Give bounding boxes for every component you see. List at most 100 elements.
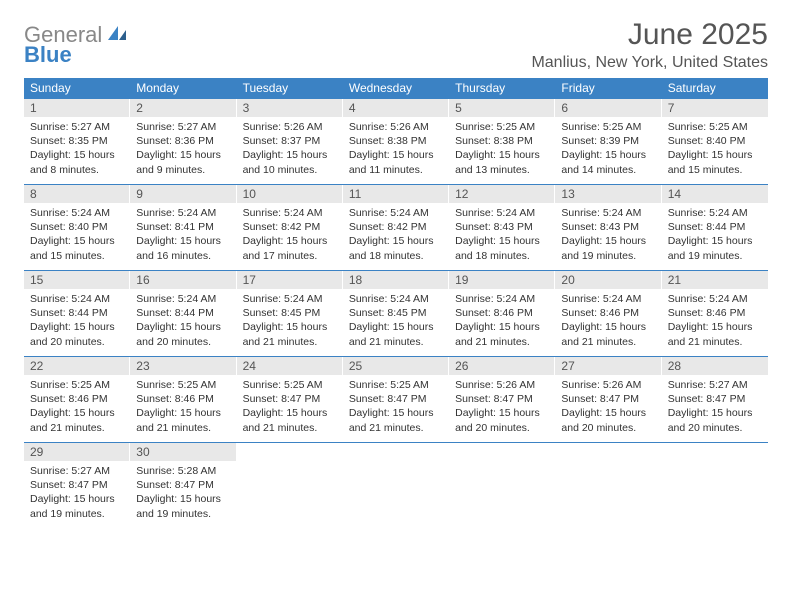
- sunset-text: Sunset: 8:47 PM: [136, 478, 230, 492]
- sunset-text: Sunset: 8:46 PM: [561, 306, 655, 320]
- sunset-text: Sunset: 8:45 PM: [349, 306, 443, 320]
- daylight-text: Daylight: 15 hours and 21 minutes.: [561, 320, 655, 348]
- sunset-text: Sunset: 8:46 PM: [455, 306, 549, 320]
- day-header-sat: Saturday: [662, 78, 768, 99]
- calendar-cell: 11 Sunrise: 5:24 AMSunset: 8:42 PMDayligh…: [343, 185, 449, 271]
- day-number: 6: [555, 99, 661, 117]
- day-number: 30: [130, 443, 236, 461]
- sunrise-text: Sunrise: 5:26 AM: [455, 378, 549, 392]
- daylight-text: Daylight: 15 hours and 15 minutes.: [668, 148, 762, 176]
- day-details: Sunrise: 5:24 AMSunset: 8:46 PMDaylight:…: [662, 289, 768, 355]
- day-details: Sunrise: 5:25 AMSunset: 8:46 PMDaylight:…: [24, 375, 130, 441]
- daylight-text: Daylight: 15 hours and 16 minutes.: [136, 234, 230, 262]
- calendar-cell: 8Sunrise: 5:24 AMSunset: 8:40 PMDaylight…: [24, 185, 130, 271]
- sunrise-text: Sunrise: 5:25 AM: [136, 378, 230, 392]
- day-number: 24: [237, 357, 343, 375]
- sunset-text: Sunset: 8:40 PM: [30, 220, 124, 234]
- calendar-cell: 19Sunrise: 5:24 AMSunset: 8:46 PMDayligh…: [449, 271, 555, 357]
- calendar-cell: 12Sunrise: 5:24 AMSunset: 8:43 PMDayligh…: [449, 185, 555, 271]
- day-number: 27: [555, 357, 661, 375]
- day-details: Sunrise: 5:24 AMSunset: 8:43 PMDaylight:…: [449, 203, 555, 269]
- sunrise-text: Sunrise: 5:27 AM: [136, 120, 230, 134]
- day-number: 17: [237, 271, 343, 289]
- daylight-text: Daylight: 15 hours and 21 minutes.: [668, 320, 762, 348]
- day-header-thu: Thursday: [449, 78, 555, 99]
- calendar-cell: 4Sunrise: 5:26 AMSunset: 8:38 PMDaylight…: [343, 99, 449, 185]
- calendar-cell: 28Sunrise: 5:27 AMSunset: 8:47 PMDayligh…: [662, 357, 768, 443]
- sunset-text: Sunset: 8:44 PM: [30, 306, 124, 320]
- calendar-cell: 30 Sunrise: 5:28 AMSunset: 8:47 PMDayligh…: [130, 443, 236, 529]
- day-number: 26: [449, 357, 555, 375]
- day-header-tue: Tuesday: [237, 78, 343, 99]
- sunrise-text: Sunrise: 5:25 AM: [349, 378, 443, 392]
- sunset-text: Sunset: 8:38 PM: [455, 134, 549, 148]
- title-block: June 2025 Manlius, New York, United Stat…: [531, 18, 768, 72]
- sunrise-text: Sunrise: 5:27 AM: [30, 464, 124, 478]
- calendar-cell: [237, 443, 343, 529]
- sunrise-text: Sunrise: 5:27 AM: [30, 120, 124, 134]
- day-number: 7: [662, 99, 768, 117]
- day-details: Sunrise: 5:24 AMSunset: 8:46 PMDaylight:…: [555, 289, 661, 355]
- day-number: 19: [449, 271, 555, 289]
- day-number: 15: [24, 271, 130, 289]
- calendar-cell: 20Sunrise: 5:24 AMSunset: 8:46 PMDayligh…: [555, 271, 661, 357]
- header: General June 2025 Manlius, New York, Uni…: [24, 18, 768, 72]
- sunrise-text: Sunrise: 5:25 AM: [561, 120, 655, 134]
- daylight-text: Daylight: 15 hours and 17 minutes.: [243, 234, 337, 262]
- sunrise-text: Sunrise: 5:24 AM: [561, 292, 655, 306]
- daylight-text: Daylight: 15 hours and 15 minutes.: [30, 234, 124, 262]
- day-details: Sunrise: 5:24 AMSunset: 8:45 PMDaylight:…: [237, 289, 343, 355]
- daylight-text: Daylight: 15 hours and 18 minutes.: [349, 234, 443, 262]
- sunrise-text: Sunrise: 5:27 AM: [668, 378, 762, 392]
- day-details: Sunrise: 5:25 AMSunset: 8:47 PMDaylight:…: [237, 375, 343, 441]
- sunrise-text: Sunrise: 5:25 AM: [455, 120, 549, 134]
- sunset-text: Sunset: 8:42 PM: [349, 220, 443, 234]
- sunrise-text: Sunrise: 5:25 AM: [668, 120, 762, 134]
- sunrise-text: Sunrise: 5:24 AM: [30, 292, 124, 306]
- day-number: 11: [343, 185, 449, 203]
- sunrise-text: Sunrise: 5:24 AM: [136, 206, 230, 220]
- sunset-text: Sunset: 8:38 PM: [349, 134, 443, 148]
- calendar-cell: 7 Sunrise: 5:25 AMSunset: 8:40 PMDaylight…: [662, 99, 768, 185]
- calendar-cell: 14Sunrise: 5:24 AMSunset: 8:44 PMDayligh…: [662, 185, 768, 271]
- sunset-text: Sunset: 8:41 PM: [136, 220, 230, 234]
- sunset-text: Sunset: 8:47 PM: [30, 478, 124, 492]
- day-details: Sunrise: 5:26 AMSunset: 8:37 PMDaylight:…: [237, 117, 343, 183]
- day-number: 1: [24, 99, 130, 117]
- day-details: Sunrise: 5:26 AMSunset: 8:47 PMDaylight:…: [449, 375, 555, 441]
- daylight-text: Daylight: 15 hours and 13 minutes.: [455, 148, 549, 176]
- daylight-text: Daylight: 15 hours and 11 minutes.: [349, 148, 443, 176]
- sunset-text: Sunset: 8:46 PM: [30, 392, 124, 406]
- day-details: Sunrise: 5:24 AMSunset: 8:45 PMDaylight:…: [343, 289, 449, 355]
- daylight-text: Daylight: 15 hours and 8 minutes.: [30, 148, 124, 176]
- sunrise-text: Sunrise: 5:26 AM: [561, 378, 655, 392]
- sunset-text: Sunset: 8:40 PM: [668, 134, 762, 148]
- sunrise-text: Sunrise: 5:24 AM: [349, 206, 443, 220]
- calendar-cell: 10Sunrise: 5:24 AMSunset: 8:42 PMDayligh…: [237, 185, 343, 271]
- day-details: Sunrise: 5:24 AMSunset: 8:44 PMDaylight:…: [24, 289, 130, 355]
- calendar-cell: 21Sunrise: 5:24 AMSunset: 8:46 PMDayligh…: [662, 271, 768, 357]
- day-details: Sunrise: 5:24 AMSunset: 8:44 PMDaylight:…: [130, 289, 236, 355]
- calendar-cell: 16Sunrise: 5:24 AMSunset: 8:44 PMDayligh…: [130, 271, 236, 357]
- sunset-text: Sunset: 8:43 PM: [561, 220, 655, 234]
- sunset-text: Sunset: 8:35 PM: [30, 134, 124, 148]
- sunrise-text: Sunrise: 5:24 AM: [243, 292, 337, 306]
- sunset-text: Sunset: 8:46 PM: [668, 306, 762, 320]
- sunset-text: Sunset: 8:47 PM: [243, 392, 337, 406]
- daylight-text: Daylight: 15 hours and 21 minutes.: [349, 320, 443, 348]
- sunset-text: Sunset: 8:47 PM: [561, 392, 655, 406]
- calendar-cell: 22Sunrise: 5:25 AMSunset: 8:46 PMDayligh…: [24, 357, 130, 443]
- sunrise-text: Sunrise: 5:24 AM: [561, 206, 655, 220]
- day-details: Sunrise: 5:27 AMSunset: 8:36 PMDaylight:…: [130, 117, 236, 183]
- day-header-fri: Friday: [555, 78, 661, 99]
- day-details: Sunrise: 5:24 AMSunset: 8:42 PMDaylight:…: [237, 203, 343, 269]
- calendar-table: Sunday Monday Tuesday Wednesday Thursday…: [24, 78, 768, 529]
- day-number: 18: [343, 271, 449, 289]
- calendar-cell: 15Sunrise: 5:24 AMSunset: 8:44 PMDayligh…: [24, 271, 130, 357]
- sunrise-text: Sunrise: 5:28 AM: [136, 464, 230, 478]
- daylight-text: Daylight: 15 hours and 20 minutes.: [30, 320, 124, 348]
- daylight-text: Daylight: 15 hours and 19 minutes.: [136, 492, 230, 520]
- sunset-text: Sunset: 8:37 PM: [243, 134, 337, 148]
- week-row: 29Sunrise: 5:27 AMSunset: 8:47 PMDayligh…: [24, 443, 768, 529]
- day-number: 3: [237, 99, 343, 117]
